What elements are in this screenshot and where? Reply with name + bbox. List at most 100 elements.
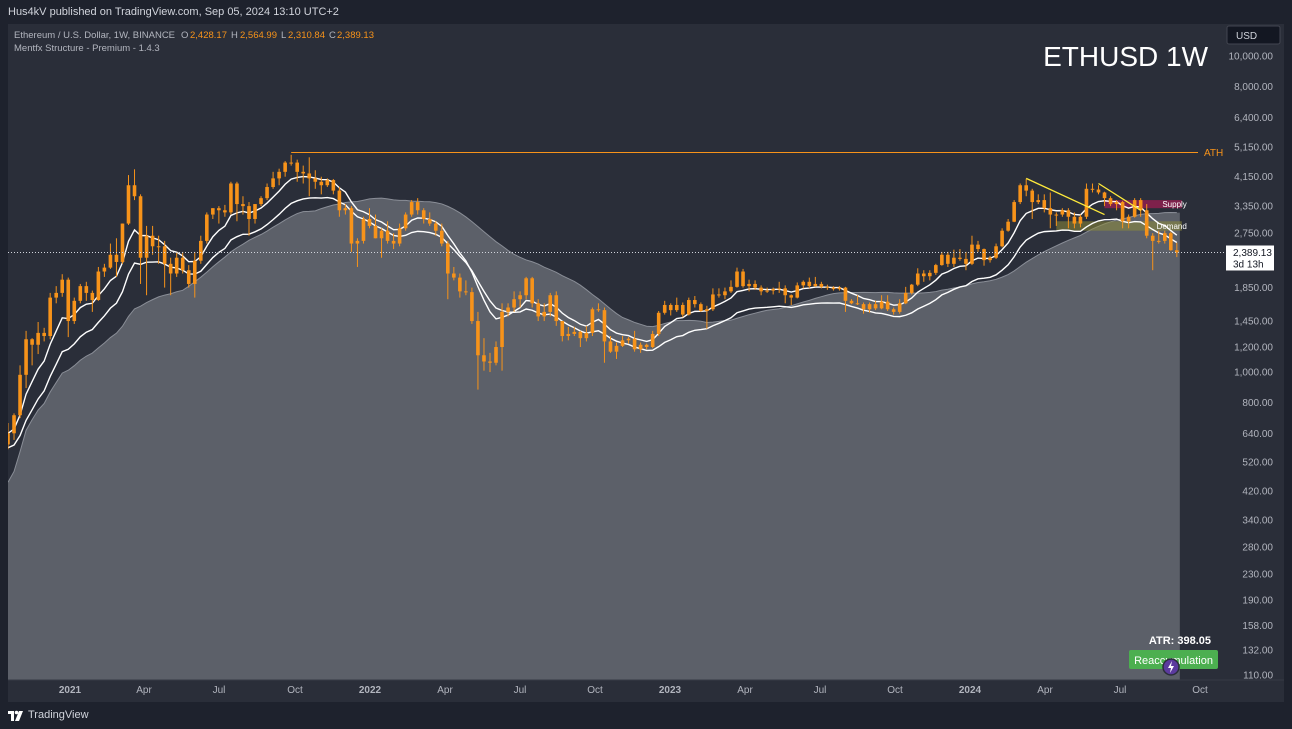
tv-logo-icon [8, 710, 23, 721]
ohlc-l-label: L [281, 30, 286, 41]
candle-body [705, 309, 709, 312]
brand-name: TradingView [28, 709, 89, 721]
candle-body [271, 178, 275, 188]
candle-body [120, 223, 125, 262]
candle-body [180, 257, 185, 271]
candle-body [6, 433, 10, 445]
candle-body [946, 254, 950, 264]
x-tick-label: 2024 [959, 685, 982, 696]
candle-body [1175, 250, 1179, 253]
candle-body [578, 331, 583, 339]
candle-body [1066, 210, 1071, 217]
y-tick-label: 3,350.00 [1234, 202, 1273, 213]
time-axis[interactable]: 2021 Apr Jul Oct 2022 Apr Jul Oct 2023 Apr Jul Oct 2… [8, 679, 1284, 696]
candle-body [807, 281, 812, 287]
candle-body [1000, 230, 1004, 247]
candle-body [1084, 188, 1089, 217]
publish-line: Hus4kV published on TradingView.com, Sep… [8, 6, 339, 18]
x-tick-label: Oct [887, 685, 903, 696]
x-tick-label: Jul [1114, 685, 1127, 696]
candle-body [337, 190, 342, 211]
ohlc-l-value: 2,310.84 [288, 30, 325, 41]
candle-body [976, 244, 980, 250]
x-tick-label: Apr [1037, 685, 1053, 696]
ath-layer: ATH4,951.83 [291, 145, 1274, 160]
candle-body [699, 304, 703, 312]
x-tick-label: Jul [514, 685, 527, 696]
candle-body [1126, 216, 1131, 222]
candle-body [331, 180, 336, 191]
candle-body [66, 279, 71, 322]
candle-body [72, 300, 77, 322]
candle-body [1024, 185, 1029, 191]
candle-body [446, 243, 450, 274]
candle-body [132, 185, 137, 197]
candle-body [602, 310, 607, 342]
candle-body [283, 162, 287, 172]
lightning-icon[interactable] [1162, 658, 1180, 676]
price-axis-bg [1223, 24, 1284, 680]
candle-body [837, 287, 842, 290]
candle-body [265, 187, 269, 199]
zone-label: Demand [1157, 222, 1187, 231]
candle-body [114, 254, 119, 262]
currency-box[interactable] [1226, 25, 1281, 45]
candle-body [108, 254, 113, 268]
candle-body [361, 218, 366, 241]
candle-body [319, 181, 324, 186]
price-chart[interactable]: Supply Demand ATH4,951.83 Ethereum / U.S.… [5, 24, 1284, 702]
atr-label: ATR: 398.05 [1149, 635, 1211, 647]
candle-body [680, 304, 685, 315]
candle-body [427, 218, 432, 224]
last-price-label: 2,389.13 [1233, 248, 1272, 259]
trendlines-layer [1025, 177, 1142, 216]
candle-body [24, 339, 28, 375]
y-tick-label: 640.00 [1242, 429, 1273, 440]
candle-body [295, 162, 299, 172]
candle-body [1096, 189, 1101, 193]
candle-body [928, 272, 932, 277]
candle-body [626, 338, 631, 341]
candle-body [54, 292, 58, 298]
candle-body [518, 295, 522, 300]
candle-body [524, 278, 528, 296]
candle-body [765, 290, 769, 292]
candle-body [313, 178, 318, 182]
price-axis[interactable]: 10,000.00 8,000.00 6,400.00 5,150.00 4,150.0… [1223, 24, 1284, 682]
candle-body [168, 263, 173, 274]
candle-body [138, 196, 143, 258]
candle-body [789, 295, 794, 298]
candle-body [530, 278, 534, 304]
candle-body [84, 286, 89, 293]
candle-body [1090, 188, 1095, 190]
candle-body [253, 204, 257, 219]
candle-body [952, 257, 956, 264]
candle-body [156, 246, 161, 248]
candle-body [186, 270, 191, 284]
x-tick-label: Apr [136, 685, 152, 696]
y-tick-label: 520.00 [1242, 457, 1273, 468]
candle-body [668, 304, 673, 311]
trendline [1025, 177, 1105, 216]
y-tick-label: 6,400.00 [1234, 113, 1273, 124]
ohlc-c-value: 2,389.13 [337, 30, 374, 41]
candle-body [934, 265, 938, 273]
candle-body [30, 339, 34, 345]
candle-body [711, 294, 715, 310]
candle-body [1036, 200, 1041, 203]
candle-body [687, 300, 691, 315]
tradingview-brand[interactable]: TradingView [8, 702, 89, 729]
candle-body [1078, 216, 1083, 224]
candle-body [494, 347, 498, 363]
candle-body [879, 301, 884, 309]
long-ma-area [5, 198, 1180, 680]
candle-body [433, 223, 438, 231]
candle-body [795, 285, 800, 298]
chart-frame[interactable]: Supply Demand ATH4,951.83 Ethereum / U.S.… [5, 24, 1284, 702]
trendline [1098, 182, 1142, 211]
candle-body [192, 260, 197, 284]
candle-body [415, 202, 420, 211]
candle-body [397, 228, 402, 244]
candle-body [144, 235, 149, 258]
y-tick-label: 1,450.00 [1234, 317, 1273, 328]
